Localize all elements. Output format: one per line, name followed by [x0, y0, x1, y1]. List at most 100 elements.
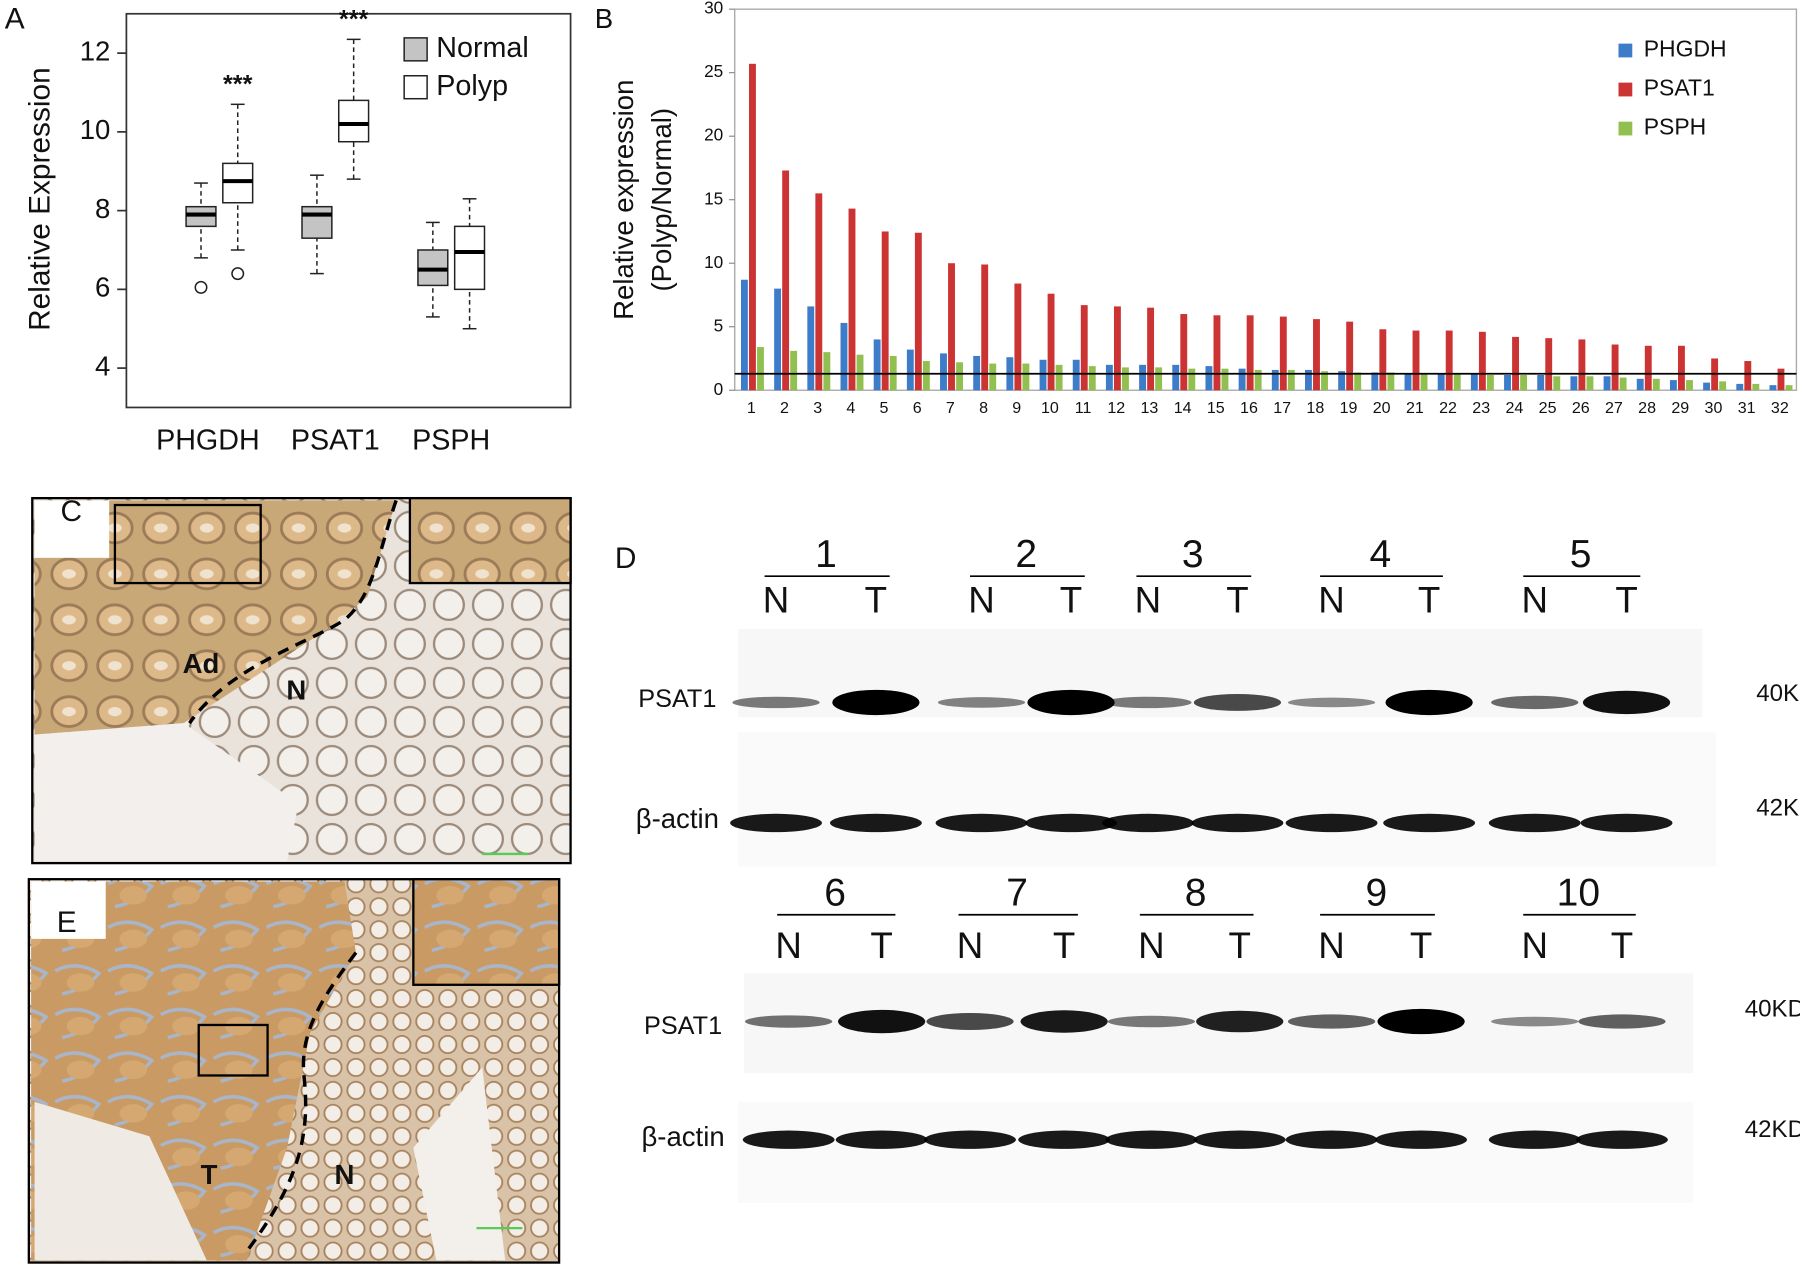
legend-swatch — [1618, 43, 1633, 58]
legend-swatch — [403, 37, 428, 62]
psat1-band — [1578, 1014, 1666, 1029]
bar — [1785, 385, 1793, 391]
actin-band — [1193, 1130, 1286, 1149]
y-tick-label: 4 — [95, 350, 110, 381]
lane-label: T — [1229, 925, 1251, 966]
lane-label: N — [1135, 579, 1162, 620]
bar — [1313, 319, 1320, 391]
bar — [914, 232, 922, 391]
actin-band — [835, 1130, 928, 1149]
box — [301, 205, 333, 239]
bar — [856, 354, 864, 391]
y-tick-label: 5 — [714, 315, 724, 335]
bar — [815, 193, 823, 391]
x-tick-label: 10 — [1041, 399, 1059, 417]
size-label: 42KDa — [1756, 795, 1800, 822]
bar — [1412, 330, 1420, 391]
actin-band — [1191, 813, 1284, 833]
bar — [1113, 306, 1121, 391]
sample-label: 2 — [1015, 533, 1037, 576]
x-tick-label: PSAT1 — [291, 424, 380, 456]
actin-band — [829, 813, 922, 833]
y-tick-label: 25 — [704, 61, 723, 81]
significance: *** — [223, 71, 253, 99]
bar — [1022, 363, 1030, 391]
x-tick-label: PSPH — [412, 424, 490, 456]
bar — [1321, 371, 1328, 391]
histology-c — [31, 496, 572, 865]
protein-label: β-actin — [636, 803, 719, 834]
psat1-band — [745, 1015, 833, 1028]
lane-label: T — [1410, 925, 1432, 966]
psat1-band — [1104, 696, 1192, 709]
bar — [1047, 293, 1055, 391]
bar — [840, 322, 848, 391]
protein-label: PSAT1 — [638, 685, 716, 713]
psat1-band — [732, 696, 820, 709]
y-tick-label: 20 — [704, 125, 723, 145]
x-tick-label: 26 — [1572, 399, 1590, 417]
x-tick-label: 32 — [1771, 399, 1789, 417]
psat1-band — [1020, 1010, 1108, 1033]
x-tick-label: 16 — [1240, 399, 1258, 417]
x-tick-label: 28 — [1638, 399, 1656, 417]
legend-label: PSAT1 — [1644, 75, 1715, 101]
y-tick-label: 15 — [704, 188, 723, 208]
x-tick-label: 30 — [1705, 399, 1723, 417]
panel-label: B — [595, 3, 613, 34]
bar — [1686, 380, 1693, 391]
bar — [948, 263, 955, 391]
actin-band — [742, 1130, 835, 1149]
psat1-band — [1287, 1014, 1376, 1029]
blot-membranes — [738, 628, 1717, 1203]
bar — [1453, 373, 1461, 391]
bar — [1354, 372, 1362, 391]
lane-label: T — [870, 925, 892, 966]
sample-label: 4 — [1369, 533, 1391, 576]
x-tick-label: 3 — [813, 399, 822, 417]
lane-label: N — [775, 925, 802, 966]
x-tick-label: 9 — [1012, 399, 1021, 417]
x-tick-label: PHGDH — [156, 424, 260, 456]
bar — [1188, 368, 1196, 391]
lane-label: N — [1318, 579, 1345, 620]
bar — [1287, 369, 1295, 391]
bar — [1279, 316, 1287, 391]
bar — [1478, 331, 1486, 391]
bar — [1055, 364, 1063, 391]
psat1-band — [1582, 690, 1671, 715]
bar — [1512, 336, 1519, 391]
bar — [1254, 369, 1262, 391]
bar — [1387, 372, 1395, 391]
y-tick-label: 10 — [704, 252, 723, 272]
actin-band — [1025, 813, 1117, 833]
bar — [1570, 376, 1578, 391]
bar — [1271, 369, 1279, 391]
bar — [1752, 383, 1760, 391]
psat1-band — [838, 1009, 926, 1034]
sample-label: 9 — [1365, 872, 1387, 915]
bar — [1172, 364, 1180, 391]
actin-band — [730, 813, 822, 833]
x-tick-label: 19 — [1340, 399, 1358, 417]
bar — [956, 362, 964, 391]
bar — [940, 353, 947, 391]
bar — [1404, 373, 1412, 391]
psat1-band — [937, 697, 1026, 708]
legend-label: PSPH — [1644, 114, 1706, 140]
bar — [1703, 382, 1711, 391]
bar — [740, 279, 748, 391]
bar — [1445, 330, 1453, 391]
bar — [1611, 344, 1619, 391]
lane-label: T — [1060, 579, 1082, 620]
x-tick-label: 23 — [1472, 399, 1490, 417]
x-tick-label: 29 — [1671, 399, 1689, 417]
psat1-band — [1385, 689, 1473, 716]
bar — [1039, 359, 1047, 391]
bar — [1014, 283, 1022, 391]
lane-label: N — [763, 579, 790, 620]
bar — [1338, 371, 1346, 391]
region-label: Ad — [183, 648, 220, 679]
lane-label: T — [1226, 579, 1248, 620]
